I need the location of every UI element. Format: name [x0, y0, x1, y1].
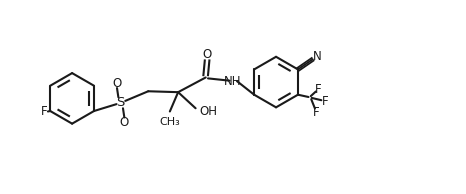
- Text: CH₃: CH₃: [159, 117, 180, 127]
- Text: F: F: [315, 83, 322, 96]
- Text: F: F: [322, 95, 329, 108]
- Text: NH: NH: [224, 75, 241, 88]
- Text: OH: OH: [199, 105, 217, 118]
- Text: O: O: [112, 77, 122, 90]
- Text: O: O: [120, 116, 129, 129]
- Text: F: F: [313, 106, 320, 119]
- Text: S: S: [116, 96, 125, 109]
- Text: N: N: [313, 50, 322, 63]
- Text: O: O: [202, 48, 212, 61]
- Text: F: F: [41, 106, 47, 119]
